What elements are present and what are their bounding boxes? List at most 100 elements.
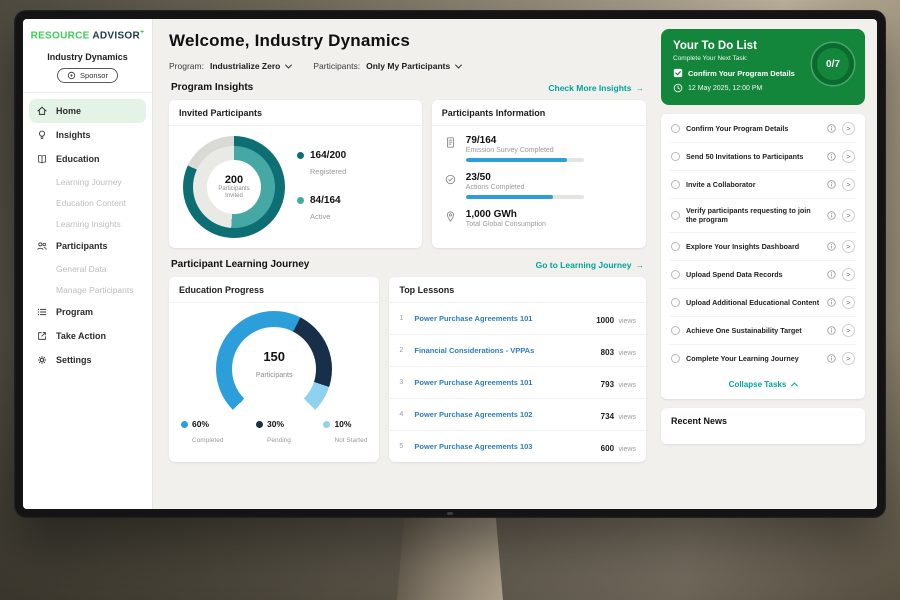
sidebar-item-label: Insights (56, 130, 91, 140)
info-icon[interactable] (827, 180, 836, 189)
gauge-center-caption: Participants (256, 372, 293, 379)
todo-due-date: 12 May 2025, 12:00 PM (673, 83, 853, 93)
program-filter-dropdown[interactable]: Industrialize Zero (210, 61, 291, 71)
info-icon[interactable] (827, 270, 836, 279)
todo-task-row[interactable]: Send 50 Invitations to Participants > (670, 143, 856, 171)
arrow-right-icon: → (636, 83, 645, 93)
task-checkbox[interactable] (671, 354, 680, 363)
sidebar-item-education-content[interactable]: Education Content (23, 192, 152, 213)
legend-value: 10% (334, 419, 367, 429)
task-checkbox[interactable] (671, 124, 680, 133)
progress-bar (466, 158, 584, 162)
stat-value: 1,000 GWh (466, 209, 546, 220)
progress-bar (466, 195, 584, 199)
task-checkbox[interactable] (671, 152, 680, 161)
todo-task-row[interactable]: Confirm Your Program Details > (670, 115, 856, 143)
todo-next-task[interactable]: Confirm Your Program Details (673, 68, 803, 78)
sidebar-item-insights[interactable]: Insights (23, 123, 152, 147)
chevron-down-icon (455, 61, 462, 68)
lesson-rank: 5 (399, 443, 407, 450)
info-icon[interactable] (827, 298, 836, 307)
legend-label: Not Started (334, 437, 367, 444)
lesson-row: 1 Power Purchase Agreements 101 1000 vie… (389, 303, 646, 335)
todo-task-row[interactable]: Explore Your Insights Dashboard > (670, 233, 856, 261)
info-icon[interactable] (827, 124, 836, 133)
progress-fill (466, 195, 553, 199)
task-checkbox[interactable] (671, 242, 680, 251)
task-expand-button[interactable]: > (842, 209, 855, 222)
sidebar-item-label: Settings (56, 355, 92, 365)
lesson-views-unit: views (618, 414, 636, 421)
task-expand-button[interactable]: > (842, 324, 855, 337)
sidebar-item-settings[interactable]: Settings (23, 348, 152, 372)
chevron-up-icon (791, 382, 798, 389)
todo-task-row[interactable]: Upload Additional Educational Content > (670, 289, 856, 317)
sidebar-item-learning-journey[interactable]: Learning Journey (23, 171, 152, 192)
sidebar-item-home[interactable]: Home (29, 99, 146, 123)
people-icon (36, 240, 48, 252)
info-icon[interactable] (827, 326, 836, 335)
task-checkbox[interactable] (671, 270, 680, 279)
sidebar-item-manage-participants[interactable]: Manage Participants (23, 279, 152, 300)
lesson-views: 1000 (596, 316, 614, 325)
sidebar-item-education[interactable]: Education (23, 147, 152, 171)
recent-news-card: Recent News (661, 408, 865, 444)
todo-task-row[interactable]: Upload Spend Data Records > (670, 261, 856, 289)
task-checkbox[interactable] (671, 326, 680, 335)
participants-information-card: Participants Information 79/164 Emission… (432, 100, 646, 248)
sidebar-item-learning-insights[interactable]: Learning Insights (23, 213, 152, 234)
info-icon[interactable] (827, 211, 836, 220)
invited-participants-donut-chart: 200 Participants Invited (183, 136, 285, 238)
todo-task-row[interactable]: Complete Your Learning Journey > (670, 345, 856, 372)
info-icon[interactable] (827, 152, 836, 161)
lesson-link[interactable]: Power Purchase Agreements 101 (414, 378, 593, 387)
arrow-right-icon: → (636, 260, 645, 270)
task-expand-button[interactable]: > (842, 122, 855, 135)
program-filter-label: Program: (169, 61, 204, 71)
lesson-views: 803 (601, 348, 614, 357)
todo-next-task-label: Confirm Your Program Details (688, 69, 795, 78)
participants-filter-dropdown[interactable]: Only My Participants (366, 61, 461, 71)
sidebar-item-label: Program (56, 307, 93, 317)
screen: RESOURCE ADVISOR+ Industry Dynamics Spon… (23, 19, 877, 509)
task-checkbox[interactable] (671, 211, 680, 220)
gauge-center-label: 150 Participants (216, 349, 332, 382)
task-expand-button[interactable]: > (842, 268, 855, 281)
lesson-link[interactable]: Power Purchase Agreements 102 (414, 410, 593, 419)
lesson-rank: 1 (399, 315, 407, 322)
stat-value: 23/50 (466, 172, 584, 183)
bulb-icon (36, 129, 48, 141)
donut-center-value: 200 (225, 174, 243, 186)
sidebar-item-participants[interactable]: Participants (23, 234, 152, 258)
lesson-link[interactable]: Power Purchase Agreements 103 (414, 442, 593, 451)
task-label: Achieve One Sustainability Target (686, 326, 821, 335)
legend-dot (181, 421, 188, 428)
card-title: Top Lessons (389, 277, 646, 303)
recent-news-title: Recent News (671, 416, 855, 426)
task-expand-button[interactable]: > (842, 240, 855, 253)
sidebar-item-general-data[interactable]: General Data (23, 258, 152, 279)
page-title: Welcome, Industry Dynamics (169, 31, 646, 51)
task-checkbox[interactable] (671, 180, 680, 189)
sidebar-item-take-action[interactable]: Take Action (23, 324, 152, 348)
lesson-views-unit: views (618, 446, 636, 453)
lesson-link[interactable]: Power Purchase Agreements 101 (414, 314, 589, 323)
todo-task-row[interactable]: Invite a Collaborator > (670, 171, 856, 199)
todo-task-row[interactable]: Achieve One Sustainability Target > (670, 317, 856, 345)
go-to-learning-journey-link[interactable]: Go to Learning Journey → (536, 260, 644, 270)
task-expand-button[interactable]: > (842, 150, 855, 163)
task-expand-button[interactable]: > (842, 178, 855, 191)
learning-journey-cards: Education Progress 150 Participants (169, 277, 646, 462)
check-more-insights-link[interactable]: Check More Insights → (548, 83, 644, 93)
lesson-rank: 2 (399, 347, 407, 354)
task-checkbox[interactable] (671, 298, 680, 307)
sidebar-item-program[interactable]: Program (23, 300, 152, 324)
lesson-link[interactable]: Financial Considerations - VPPAs (414, 346, 593, 355)
clock-icon (673, 83, 683, 93)
collapse-tasks-link[interactable]: Collapse Tasks (670, 372, 856, 398)
task-expand-button[interactable]: > (842, 352, 855, 365)
info-icon[interactable] (827, 354, 836, 363)
info-icon[interactable] (827, 242, 836, 251)
todo-task-row[interactable]: Verify participants requesting to join t… (670, 199, 856, 233)
task-expand-button[interactable]: > (842, 296, 855, 309)
